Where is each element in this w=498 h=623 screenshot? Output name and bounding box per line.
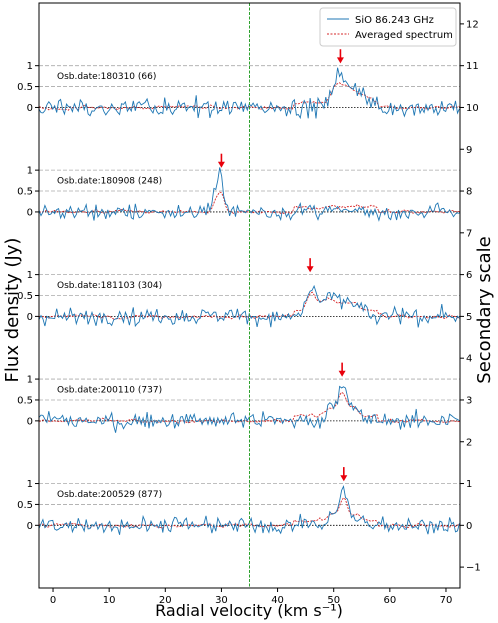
x-axis-ticks: 0 10 20 30 40 50 60 70: [50, 588, 452, 606]
right-tick-label: 8: [466, 187, 472, 198]
right-tick-label: 3: [466, 395, 472, 406]
left-tick-label: 0: [27, 103, 33, 114]
x-tick-label: 30: [215, 595, 228, 606]
left-tick-label: 1: [27, 375, 33, 386]
left-tick-label: 1: [27, 270, 33, 281]
arrow-markers: [217, 49, 348, 482]
averaged-spectrum-line: [38, 82, 460, 111]
right-tick-label: 4: [466, 354, 472, 365]
x-tick-label: 50: [327, 595, 340, 606]
left-tick-label: 0: [27, 312, 33, 323]
right-tick-label: 9: [466, 145, 472, 156]
panel-label: Osb.date:200529 (877): [57, 490, 162, 500]
right-tick-label: 12: [466, 19, 479, 30]
averaged-spectrum-line: [38, 497, 460, 529]
panel-label: Osb.date:180310 (66): [57, 72, 156, 82]
right-tick-label: 11: [466, 61, 479, 72]
left-tick-label: 0.5: [17, 82, 33, 93]
panel-label: Osb.date:200110 (737): [57, 385, 162, 395]
arrow-head: [340, 475, 348, 482]
right-tick-label: −1: [466, 563, 481, 574]
x-axis-label: Radial velocity (km s⁻¹): [155, 601, 343, 620]
panel-labels: Osb.date:180310 (66) Osb.date:180908 (248…: [57, 72, 162, 500]
left-tick-label: 0.5: [17, 291, 33, 302]
right-tick-label: 6: [466, 270, 472, 281]
legend-box: [319, 7, 457, 47]
right-tick-label: 5: [466, 312, 472, 323]
right-tick-label: 1: [466, 479, 472, 490]
arrow-head: [217, 161, 225, 168]
left-tick-label: 0: [27, 207, 33, 218]
x-tick-label: 20: [159, 595, 172, 606]
arrow-head: [306, 266, 314, 273]
x-tick-label: 60: [383, 595, 396, 606]
legend-label-average: Averaged spectrum: [355, 30, 453, 41]
arrow-head: [336, 57, 344, 64]
left-axis-ticks: 0 0.5 1 0 0.5 1 0 0.5 1 0 0.5 1 0 0.5 1: [17, 61, 39, 532]
right-tick-label: 0: [466, 521, 472, 532]
left-tick-label: 0.5: [17, 500, 33, 511]
left-tick-label: 0: [27, 416, 33, 427]
right-tick-label: 7: [466, 228, 472, 239]
x-tick-label: 70: [440, 595, 453, 606]
legend-label-spectrum: SiO 86.243 GHz: [355, 15, 434, 26]
left-tick-label: 0.5: [17, 187, 33, 198]
left-tick-label: 1: [27, 479, 33, 490]
left-tick-label: 1: [27, 166, 33, 177]
right-tick-label: 2: [466, 437, 472, 448]
left-tick-label: 0.5: [17, 395, 33, 406]
x-tick-label: 10: [103, 595, 116, 606]
x-tick-label: 40: [271, 595, 284, 606]
panel-label: Osb.date:180908 (248): [57, 177, 162, 187]
legend: SiO 86.243 GHz Averaged spectrum: [319, 7, 457, 47]
panel-label: Osb.date:181103 (304): [57, 281, 162, 291]
x-tick-label: 0: [50, 595, 56, 606]
right-tick-label: 10: [466, 103, 479, 114]
secondary-axis-label: Secondary scale: [474, 236, 495, 383]
left-tick-label: 0: [27, 521, 33, 532]
left-tick-label: 1: [27, 61, 33, 72]
arrow-head: [338, 370, 346, 377]
y-axis-label: Flux density (Jy): [2, 238, 23, 383]
